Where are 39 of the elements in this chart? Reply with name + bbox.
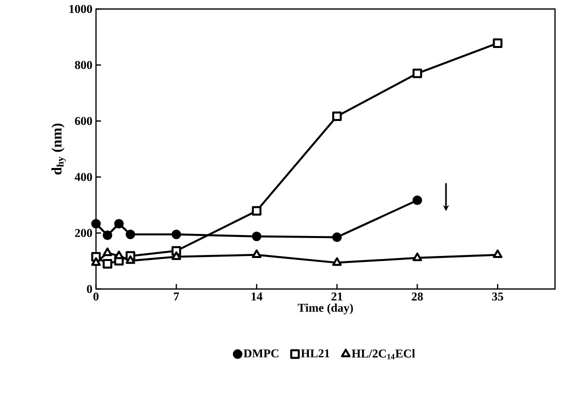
x-tick-label: 21 — [332, 292, 342, 300]
y-tick-label: 200 — [75, 228, 92, 238]
y-tick-label: 800 — [74, 60, 92, 70]
y-tick-label: 600 — [74, 116, 92, 126]
legend-label: DMPC — [244, 349, 278, 358]
x-tick-label: 28 — [412, 292, 423, 301]
x-tick-label: 35 — [492, 292, 504, 301]
point — [126, 230, 136, 240]
point — [91, 257, 101, 266]
point — [252, 232, 262, 242]
point — [102, 247, 112, 256]
point — [172, 230, 182, 240]
y-tick-label: 1000 — [70, 4, 92, 14]
x-tick-label: 0 — [93, 292, 99, 301]
point — [412, 68, 422, 78]
y-axis-title: d$_{hy}$ (nm) — [51, 124, 66, 174]
point — [332, 111, 342, 122]
point — [412, 195, 422, 206]
point — [126, 255, 136, 264]
legend-label: HL/2C$_{14}$ECl — [352, 349, 415, 360]
point — [492, 249, 502, 258]
point — [114, 250, 124, 260]
point — [252, 206, 262, 216]
point — [102, 259, 112, 269]
point — [252, 249, 262, 258]
x-axis-title: Time (day) — [298, 303, 353, 314]
x-tick-label: 14 — [252, 292, 262, 300]
point — [102, 230, 112, 240]
point — [172, 251, 182, 260]
point — [332, 257, 342, 266]
point — [412, 252, 422, 262]
point — [91, 218, 101, 229]
y-tick-label: 400 — [74, 172, 92, 182]
point — [492, 38, 502, 48]
point — [114, 218, 124, 229]
legend-label: HL21 — [300, 349, 330, 358]
x-tick-label: 7 — [174, 292, 180, 300]
y-tick-label: 0 — [86, 284, 92, 294]
point — [332, 232, 342, 242]
